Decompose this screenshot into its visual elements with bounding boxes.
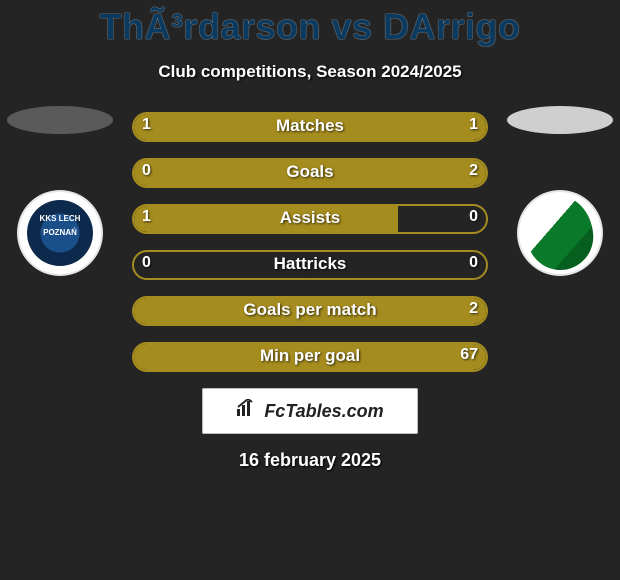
stat-row: Goals02 [132, 158, 488, 188]
player-left-stack [0, 106, 120, 276]
stat-row: Hattricks00 [132, 250, 488, 280]
stat-fill-left [134, 206, 398, 232]
subtitle: Club competitions, Season 2024/2025 [0, 62, 620, 82]
stat-track [132, 112, 488, 142]
stat-fill-right [134, 298, 486, 324]
stat-track [132, 204, 488, 234]
club-badge-left [17, 190, 103, 276]
stat-fill-right [310, 114, 486, 140]
date-label: 16 february 2025 [0, 450, 620, 471]
page-title: ThÃ³rdarson vs DArrigo [0, 0, 620, 48]
player-right-avatar-oval [507, 106, 613, 134]
stat-fill-left [134, 114, 310, 140]
player-right-stack [500, 106, 620, 276]
footer-brand: FcTables.com [202, 388, 418, 434]
stat-row: Assists10 [132, 204, 488, 234]
stat-track [132, 342, 488, 372]
stat-track [132, 158, 488, 188]
footer-brand-label: FcTables.com [264, 401, 383, 422]
stat-track [132, 296, 488, 326]
chart-icon [236, 399, 258, 423]
stat-row: Goals per match2 [132, 296, 488, 326]
comparison-stage: Matches11 Goals02 Assists10 Hattricks00 Goal… [0, 110, 620, 372]
stat-row: Min per goal67 [132, 342, 488, 372]
player-left-avatar-oval [7, 106, 113, 134]
stat-fill-right [134, 344, 486, 370]
stat-bars: Matches11 Goals02 Assists10 Hattricks00 Goal… [132, 110, 488, 372]
club-badge-right [517, 190, 603, 276]
stat-row: Matches11 [132, 112, 488, 142]
stat-fill-right [134, 160, 486, 186]
stat-track [132, 250, 488, 280]
